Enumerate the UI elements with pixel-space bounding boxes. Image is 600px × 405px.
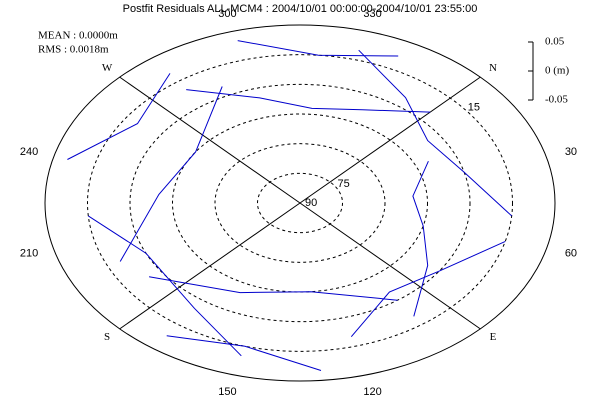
- azimuth-label: 330: [363, 8, 381, 20]
- residual-track: [358, 49, 513, 217]
- residual-track: [149, 276, 398, 301]
- azimuth-label: 120: [363, 386, 381, 398]
- azimuth-label: 30: [565, 146, 577, 158]
- azimuth-spoke: [119, 76, 301, 204]
- residual-track: [350, 240, 506, 338]
- elevation-label: 15: [468, 102, 480, 114]
- elevation-ring: [172, 113, 428, 293]
- compass-label: W: [102, 62, 113, 74]
- residual-track: [119, 86, 223, 262]
- elevation-ring: [214, 143, 386, 263]
- scale-tick-label: -0.05: [545, 94, 568, 106]
- residual-track: [186, 89, 431, 113]
- elevation-ring: [44, 24, 556, 382]
- chart-title: Postfit Residuals ALL-MCM4 : 2004/10/01 …: [123, 3, 478, 15]
- residual-track: [412, 160, 429, 317]
- elevation-ring: [129, 83, 471, 323]
- azimuth-label: 300: [218, 8, 236, 20]
- elevation-ring: [257, 172, 343, 234]
- residual-track: [237, 40, 399, 57]
- azimuth-label: 210: [20, 248, 38, 260]
- scale-unit: 0 (m): [545, 65, 569, 77]
- compass-label: N: [489, 62, 497, 74]
- azimuth-spoke: [299, 202, 481, 330]
- residual-track: [88, 215, 242, 357]
- azimuth-label: 150: [218, 386, 236, 398]
- azimuth-label: 240: [20, 146, 38, 158]
- elevation-label: 75: [338, 178, 350, 190]
- elevation-ring: [87, 54, 513, 352]
- compass-label: E: [490, 331, 497, 343]
- azimuth-spoke: [299, 76, 481, 204]
- scale-tick-label: 0.05: [545, 36, 565, 48]
- azimuth-label: 60: [565, 248, 577, 260]
- mean-label: MEAN : 0.0000m: [38, 30, 118, 42]
- azimuth-spoke: [119, 202, 301, 330]
- residual-track: [67, 73, 171, 160]
- elevation-label: 90: [305, 197, 317, 209]
- compass-label: S: [104, 331, 110, 343]
- residual-track: [166, 335, 322, 371]
- rms-label: RMS : 0.0018m: [38, 44, 109, 56]
